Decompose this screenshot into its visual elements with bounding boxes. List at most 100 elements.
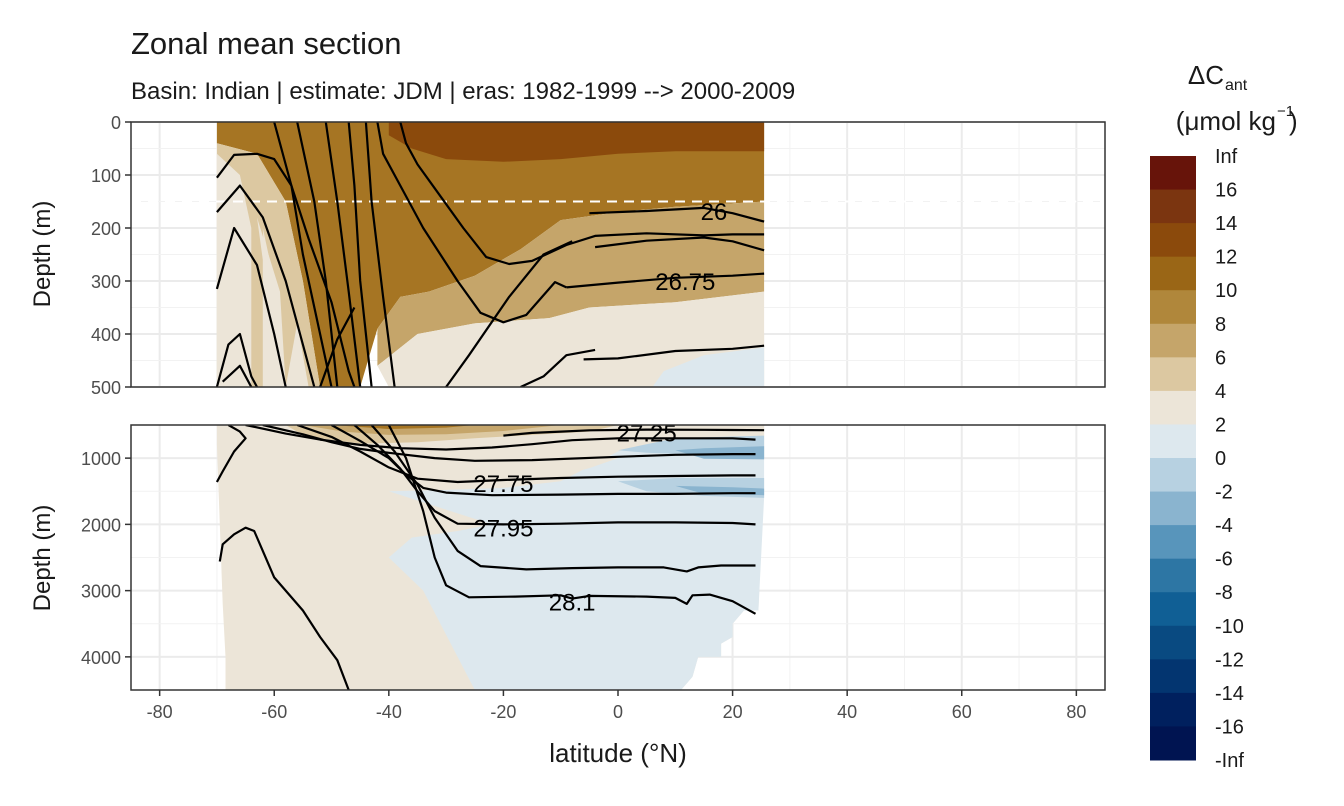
legend-label: 6: [1215, 347, 1226, 369]
legend-label: -4: [1215, 515, 1233, 537]
legend-label: -2: [1215, 482, 1233, 504]
legend-label: 0: [1215, 448, 1226, 470]
legend-swatch: [1150, 390, 1196, 425]
upper-isopycnal-line: [583, 344, 765, 361]
lower-isopycnal-label: 28.1: [549, 590, 596, 617]
legend-label: 10: [1215, 280, 1237, 302]
legend-swatch: [1150, 558, 1196, 593]
upper-y-tick-label: 200: [91, 219, 121, 239]
lower-isopycnal-line: [353, 425, 756, 526]
upper-isopycnal-line: [364, 122, 396, 387]
upper-panel-border: [130, 121, 1106, 388]
lower-isopycnal-label: 27.25: [617, 421, 677, 448]
upper-isopycnal-line: [216, 184, 316, 387]
legend-label: 16: [1215, 180, 1237, 202]
x-tick-label: -60: [261, 702, 287, 722]
lower-isopycnal-line: [503, 428, 765, 437]
upper-isopycnal-line: [594, 236, 765, 252]
lower-contour-region: [388, 438, 765, 690]
lower-contour-fills: [216, 425, 765, 690]
upper-y-tick-label: 500: [91, 378, 121, 398]
lower-isopycnals: 27.25 27.75 27.95 28.1: [215, 421, 765, 690]
legend-label: -Inf: [1215, 750, 1244, 772]
upper-isopycnals: 26 26.75: [215, 122, 765, 387]
legend-label: -6: [1215, 549, 1233, 571]
legend-label: -10: [1215, 616, 1244, 638]
legend-label: -14: [1215, 683, 1244, 705]
x-axis: -80 -60 -40 -20 0 20 40 60 80: [147, 690, 1086, 722]
legend-swatch: [1150, 156, 1196, 191]
y-axis-label-upper: Depth (m): [29, 201, 56, 308]
legend-label: 8: [1215, 314, 1226, 336]
x-tick-label: 80: [1066, 702, 1086, 722]
color-legend: ΔC ant (μmol kg −1 ) Inf 16 14 12 10 8 6 4 2 0 -2 -…: [1150, 60, 1298, 772]
lower-isopycnal-line: [387, 425, 757, 615]
lower-contour-region: [675, 446, 765, 460]
x-tick-label: 0: [613, 702, 623, 722]
upper-contour-region: [388, 122, 765, 162]
x-tick-label: -80: [147, 702, 173, 722]
legend-label: 12: [1215, 247, 1237, 269]
lower-isopycnal-line: [296, 425, 756, 484]
upper-isopycnal-line: [324, 122, 362, 387]
lower-isopycnal-line: [330, 425, 756, 497]
lower-isopycnal-label: 27.75: [473, 471, 533, 498]
upper-isopycnal-line: [589, 206, 765, 223]
upper-isopycnal-line: [376, 122, 567, 324]
upper-isopycnal-line: [520, 348, 596, 387]
legend-label: 2: [1215, 414, 1226, 436]
lower-contour-region: [219, 425, 765, 512]
legend-swatch: [1150, 256, 1196, 291]
upper-contour-region: [377, 201, 765, 366]
legend-swatch: [1150, 357, 1196, 392]
x-tick-label: -20: [490, 702, 516, 722]
x-tick-label: -40: [376, 702, 402, 722]
legend-title-sub: ant: [1225, 77, 1248, 94]
lower-panel: 27.25 27.75 27.95 28.1 1000 2000 3000 4000: [81, 421, 1106, 691]
legend-swatch: [1150, 458, 1196, 493]
legend-swatch: [1150, 625, 1196, 660]
chart-title: Zonal mean section: [131, 26, 402, 61]
upper-y-tick-label: 0: [111, 113, 121, 133]
legend-swatch: [1150, 692, 1196, 727]
lower-y-tick-label: 2000: [81, 515, 121, 535]
x-tick-label: 60: [952, 702, 972, 722]
upper-isopycnal-line: [215, 332, 258, 387]
upper-contour-region: [285, 323, 309, 387]
chart-subtitle: Basin: Indian | estimate: JDM | eras: 19…: [131, 78, 795, 105]
lower-y-tick-label: 4000: [81, 648, 121, 668]
x-axis-label: latitude (°N): [549, 738, 687, 768]
legend-unit-close: ): [1289, 106, 1298, 136]
upper-isopycnal-label: 26.75: [655, 269, 715, 296]
legend-swatch: [1150, 726, 1196, 761]
upper-contour-region: [652, 347, 765, 387]
legend-swatch: [1150, 424, 1196, 459]
upper-y-tick-label: 300: [91, 272, 121, 292]
lower-isopycnal-line: [218, 526, 350, 690]
legend-label: -8: [1215, 582, 1233, 604]
lower-y-tick-label: 1000: [81, 449, 121, 469]
legend-label: -16: [1215, 716, 1244, 738]
legend-colorbar: Inf 16 14 12 10 8 6 4 2 0 -2 -4 -6 -8 -10 -12 -14 -16 -Inf: [1150, 146, 1244, 772]
legend-title-main: ΔC: [1188, 60, 1224, 90]
y-axis-label-lower: Depth (m): [29, 505, 56, 612]
upper-panel: 26 26.75 0 100 200 300 400 500: [91, 113, 1106, 398]
legend-label: Inf: [1215, 146, 1238, 168]
lower-y-tick-label: 3000: [81, 582, 121, 602]
legend-swatch: [1150, 323, 1196, 358]
lower-isopycnal-line: [215, 425, 247, 483]
legend-label: -12: [1215, 649, 1244, 671]
x-tick-label: 20: [723, 702, 743, 722]
legend-label: 14: [1215, 213, 1237, 235]
upper-y-tick-label: 100: [91, 166, 121, 186]
upper-contour-region: [216, 153, 252, 387]
upper-isopycnal-line: [445, 240, 573, 387]
x-tick-label: 40: [837, 702, 857, 722]
upper-isopycnal-line: [215, 226, 287, 387]
legend-unit-sup: −1: [1277, 103, 1294, 120]
lower-contour-region: [331, 425, 475, 429]
upper-isopycnal-line: [273, 122, 333, 387]
upper-isopycnal-line: [566, 272, 765, 289]
legend-swatch: [1150, 491, 1196, 526]
